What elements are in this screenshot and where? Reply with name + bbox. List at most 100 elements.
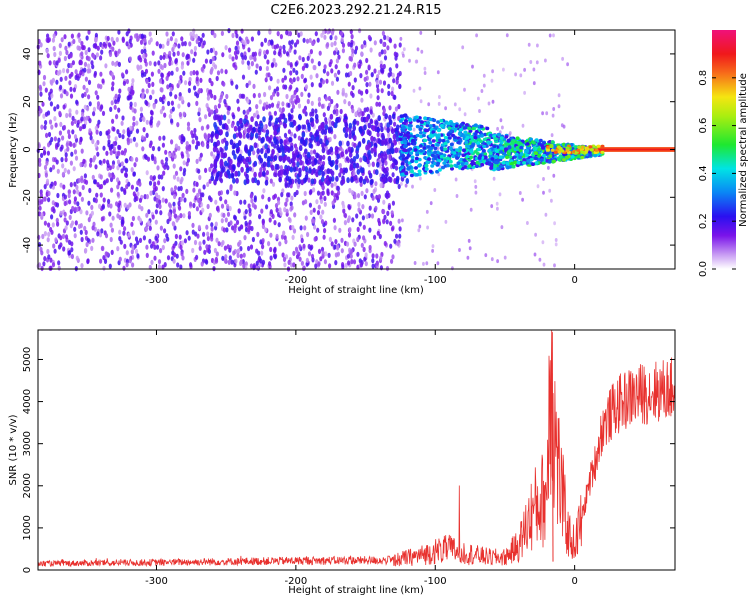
heatmap-cell [273, 246, 277, 252]
heatmap-cell [547, 160, 552, 164]
heatmap-cell [138, 217, 142, 223]
heatmap-cell [482, 73, 486, 78]
heatmap-cell [39, 192, 44, 198]
colorbar-gradient [712, 30, 736, 269]
heatmap-cell [310, 134, 315, 141]
heatmap-cell [470, 160, 475, 164]
heatmap-cell [523, 67, 526, 72]
heatmap-cell [275, 233, 279, 239]
heatmap-cell [148, 60, 152, 66]
heatmap-cell [63, 211, 67, 217]
heatmap-cell [263, 50, 267, 56]
heatmap-cell [285, 145, 290, 152]
heatmap-cell [46, 33, 50, 39]
heatmap-cell [81, 111, 85, 117]
heatmap-cell [226, 211, 231, 217]
heatmap-cell [111, 60, 115, 66]
heatmap-cell [492, 176, 496, 181]
heatmap-cell [210, 151, 214, 157]
heatmap-cell [130, 184, 134, 190]
heatmap-cell [529, 157, 534, 162]
heatmap-cell [347, 101, 351, 107]
heatmap-cell [210, 109, 214, 115]
heatmap-cell [118, 256, 122, 262]
heatmap-cell [224, 254, 228, 260]
heatmap-cell [399, 114, 404, 118]
heatmap-cell [200, 261, 204, 267]
heatmap-cell [50, 181, 54, 187]
heatmap-cell [70, 253, 74, 260]
heatmap-cell [51, 200, 55, 206]
heatmap-cell [88, 187, 92, 194]
heatmap-cell [261, 194, 265, 200]
heatmap-cell [305, 38, 310, 44]
heatmap-cell [414, 59, 418, 64]
colorbar-tick-label: 0.6 [698, 118, 709, 134]
heatmap-cell [105, 178, 109, 184]
heatmap-cell [321, 142, 325, 149]
heatmap-cell [359, 127, 363, 134]
heatmap-cell [181, 255, 185, 261]
heatmap-cell [476, 141, 481, 145]
heatmap-cell [110, 143, 114, 149]
heatmap-cell [181, 153, 185, 159]
heatmap-cell [469, 207, 473, 212]
spectrogram-y-label: Frequency (Hz) [8, 112, 19, 188]
heatmap-cell [415, 124, 420, 129]
heatmap-cell [161, 197, 165, 203]
heatmap-cell [255, 110, 259, 116]
heatmap-cell [467, 164, 472, 168]
heatmap-cell [94, 125, 98, 131]
heatmap-cell [288, 40, 292, 46]
heatmap-cell [179, 213, 183, 219]
heatmap-cell [353, 194, 357, 200]
heatmap-cell [199, 152, 203, 158]
heatmap-cell [473, 132, 478, 136]
heatmap-cell [107, 129, 111, 135]
heatmap-cell [368, 244, 372, 251]
heatmap-cell [44, 172, 49, 178]
heatmap-cell [209, 47, 213, 54]
heatmap-cell [110, 86, 115, 92]
heatmap-cell [109, 176, 114, 183]
heatmap-cell [303, 190, 307, 197]
heatmap-cell [244, 209, 248, 215]
heatmap-cell [61, 135, 65, 141]
heatmap-cell [233, 215, 237, 221]
heatmap-cell [510, 161, 515, 166]
heatmap-cell [217, 190, 221, 196]
heatmap-cell [464, 140, 469, 144]
heatmap-cell [451, 154, 456, 159]
heatmap-cell [458, 107, 462, 112]
heatmap-cell [157, 60, 161, 66]
heatmap-cell [310, 121, 315, 128]
heatmap-cell [63, 55, 67, 62]
heatmap-cell [255, 63, 259, 69]
heatmap-cell [108, 51, 113, 58]
heatmap-cell [347, 81, 351, 87]
heatmap-cell [49, 265, 53, 271]
heatmap-cell [199, 192, 203, 198]
heatmap-cell [191, 222, 195, 228]
heatmap-cell [201, 32, 205, 38]
heatmap-cell [45, 132, 49, 138]
heatmap-cell [235, 147, 240, 154]
heatmap-cell [126, 131, 130, 137]
heatmap-cell [55, 217, 59, 223]
heatmap-cell [170, 70, 174, 76]
heatmap-cell [460, 162, 465, 167]
heatmap-cell [390, 90, 394, 97]
heatmap-cell [81, 93, 85, 99]
heatmap-cell [561, 56, 564, 61]
heatmap-cell [368, 172, 373, 179]
heatmap-cell [448, 146, 453, 151]
heatmap-cell [433, 150, 438, 154]
heatmap-cell [178, 111, 182, 118]
heatmap-cell [74, 220, 78, 226]
heatmap-cell [169, 86, 173, 92]
heatmap-cell [415, 173, 420, 177]
heatmap-cell [327, 155, 332, 162]
heatmap-cell [408, 124, 413, 128]
heatmap-cell [391, 200, 395, 206]
